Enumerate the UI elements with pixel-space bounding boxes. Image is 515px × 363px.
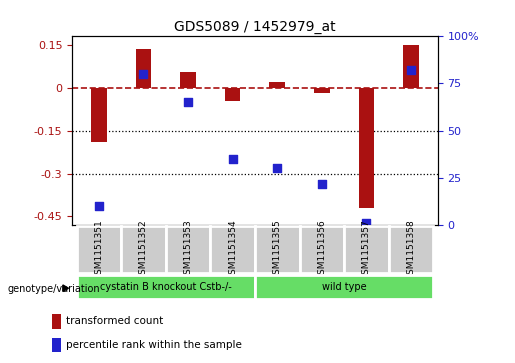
Text: percentile rank within the sample: percentile rank within the sample: [66, 340, 242, 350]
Text: GSM1151351: GSM1151351: [94, 219, 104, 280]
Text: GSM1151353: GSM1151353: [183, 219, 193, 280]
Bar: [389, 226, 433, 273]
Text: GSM1151356: GSM1151356: [317, 219, 327, 280]
Bar: [135, 49, 151, 88]
Bar: [255, 274, 433, 299]
Bar: [180, 72, 196, 88]
Bar: [225, 88, 241, 101]
Text: GSM1151358: GSM1151358: [406, 219, 416, 280]
Bar: [344, 226, 389, 273]
Point: [229, 156, 237, 162]
Bar: [358, 88, 374, 208]
Point: [362, 220, 370, 226]
Bar: [403, 45, 419, 88]
Bar: [255, 226, 300, 273]
Bar: [269, 82, 285, 88]
Text: transformed count: transformed count: [66, 316, 163, 326]
Polygon shape: [63, 285, 68, 291]
Text: genotype/variation: genotype/variation: [8, 284, 100, 294]
Text: cystatin B knockout Cstb-/-: cystatin B knockout Cstb-/-: [100, 282, 232, 292]
Bar: [300, 226, 344, 273]
Title: GDS5089 / 1452979_at: GDS5089 / 1452979_at: [174, 20, 336, 34]
Point: [95, 203, 103, 209]
Bar: [121, 226, 166, 273]
Point: [318, 181, 326, 187]
Bar: [77, 226, 121, 273]
Bar: [166, 226, 210, 273]
Point: [273, 166, 281, 171]
Point: [140, 71, 148, 77]
Text: GSM1151357: GSM1151357: [362, 219, 371, 280]
Bar: [77, 274, 255, 299]
Point: [184, 99, 192, 105]
Bar: [314, 88, 330, 94]
Bar: [210, 226, 255, 273]
Bar: [91, 88, 107, 142]
Point: [407, 68, 415, 73]
Text: GSM1151355: GSM1151355: [273, 219, 282, 280]
Text: GSM1151352: GSM1151352: [139, 219, 148, 280]
Text: wild type: wild type: [322, 282, 366, 292]
Text: GSM1151354: GSM1151354: [228, 219, 237, 280]
